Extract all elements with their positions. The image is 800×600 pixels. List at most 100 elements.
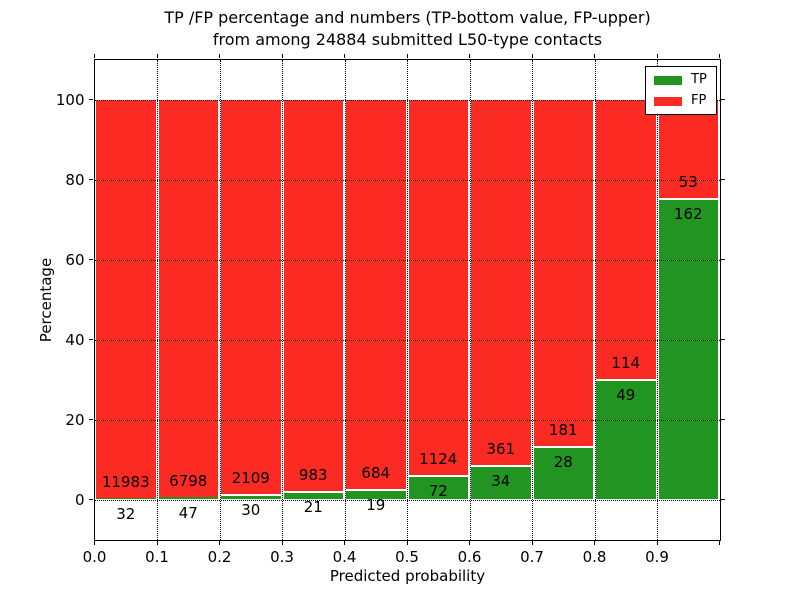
bar-segment-tp (533, 445, 593, 500)
bar-segment-fp (533, 99, 593, 446)
bar-label-fp: 2109 (231, 468, 270, 487)
x-tick-top (281, 54, 283, 58)
legend-entry-fp: FP (654, 94, 707, 108)
x-tick-bottom (344, 541, 345, 545)
x-tick-label: 0.3 (270, 547, 294, 566)
y-tick-label: 100 (55, 90, 85, 109)
legend-entry-tp: TP (654, 73, 707, 87)
bar-label-tp: 72 (428, 482, 448, 501)
x-tick-label: 0.2 (207, 547, 232, 566)
x-tick-label: 0.8 (582, 547, 607, 566)
x-tick-label: 0.7 (520, 547, 544, 566)
x-tick-top (94, 54, 95, 58)
bar-segment-tp (408, 475, 468, 500)
bar-label-tp: 162 (673, 205, 703, 224)
y-tick-right (721, 179, 725, 180)
gridline-vertical (157, 59, 158, 540)
x-tick-bottom (594, 541, 595, 545)
bar-segment-fp (221, 99, 281, 494)
x-tick-bottom (719, 541, 720, 545)
bar-segment-fp (658, 99, 718, 199)
bar-label-tp: 21 (303, 498, 323, 517)
gridline-vertical (532, 59, 533, 540)
gridline-vertical (594, 59, 596, 540)
x-tick-label: 0.5 (395, 547, 419, 566)
bar-label-tp: 32 (116, 505, 136, 524)
y-tick-right (721, 419, 725, 420)
x-tick-label: 0.6 (457, 547, 482, 566)
bar-segment-tp (596, 379, 656, 500)
gridline-vertical (344, 59, 346, 540)
bar-segment-fp (471, 99, 531, 466)
bar-segment-tp (471, 465, 531, 500)
gridline-vertical (657, 59, 658, 540)
legend-label-fp: FP (691, 93, 707, 108)
x-tick-label: 0.1 (145, 547, 169, 566)
bar-label-tp: 34 (491, 472, 511, 491)
gridline-vertical (469, 59, 471, 540)
x-tick-top (719, 54, 720, 58)
gridline-vertical (407, 59, 408, 540)
bar-segment-tp (283, 491, 343, 500)
y-tick-left (89, 179, 93, 180)
bar-segment-fp (283, 99, 343, 492)
y-tick-label: 80 (65, 170, 85, 189)
y-axis-title: Percentage (37, 257, 55, 343)
x-tick-bottom (94, 541, 95, 545)
gridline-vertical (282, 59, 283, 540)
y-tick-left (89, 419, 93, 420)
x-tick-bottom (156, 541, 158, 545)
bar-segment-fp (596, 99, 656, 380)
bar-label-fp: 6798 (169, 471, 208, 490)
bar-segment-fp (158, 99, 218, 497)
y-tick-left (89, 259, 93, 260)
bar-label-fp: 983 (298, 466, 328, 485)
x-tick-top (219, 54, 220, 58)
y-tick-right (721, 259, 725, 260)
y-tick-label: 40 (65, 330, 85, 349)
y-tick-right (721, 499, 725, 500)
legend: TP FP (645, 66, 717, 115)
legend-swatch-fp (654, 96, 682, 106)
bar-label-tp: 19 (366, 495, 386, 514)
x-tick-bottom (219, 541, 220, 545)
y-tick-label: 20 (65, 410, 85, 429)
x-tick-top (594, 54, 595, 58)
bar-segment-tp (96, 498, 156, 500)
bar-segment-tp (346, 488, 406, 500)
gridline-vertical (219, 59, 221, 540)
bar-segment-fp (96, 99, 156, 499)
x-tick-bottom (469, 541, 470, 545)
x-tick-bottom (281, 541, 283, 545)
x-tick-top (469, 54, 470, 58)
bar-label-fp: 361 (486, 440, 516, 459)
bar-label-tp: 47 (178, 503, 198, 522)
legend-label-tp: TP (691, 72, 707, 87)
bar-label-tp: 30 (241, 500, 261, 519)
bar-label-fp: 11983 (101, 473, 150, 492)
chart-title-line1: TP /FP percentage and numbers (TP-bottom… (164, 8, 651, 27)
bar-label-fp: 114 (611, 354, 641, 373)
y-tick-left (89, 499, 93, 500)
bar-label-fp: 181 (548, 420, 578, 439)
y-tick-right (721, 99, 725, 100)
x-tick-bottom (406, 541, 408, 545)
bar-label-tp: 49 (616, 386, 636, 405)
x-tick-bottom (531, 541, 533, 545)
x-tick-top (656, 54, 658, 58)
x-tick-label: 0.9 (645, 547, 669, 566)
bar-segment-fp (346, 99, 406, 489)
x-tick-label: 0.4 (332, 547, 357, 566)
y-tick-left (89, 99, 93, 100)
plot-area: 11983 32 6798 47 2109 30 983 21 684 19 1124 72 361 34… (56, 54, 725, 566)
bar-segment-tp (221, 493, 281, 500)
x-tick-bottom (656, 541, 658, 545)
bar-segment-tp (158, 496, 218, 500)
bar-label-fp: 1124 (419, 450, 458, 469)
bar-label-fp: 53 (678, 173, 698, 192)
bar-segment-fp (408, 99, 468, 476)
x-tick-label: 0.0 (82, 547, 107, 566)
x-tick-top (531, 54, 533, 58)
bar-segment-tp (658, 198, 718, 500)
